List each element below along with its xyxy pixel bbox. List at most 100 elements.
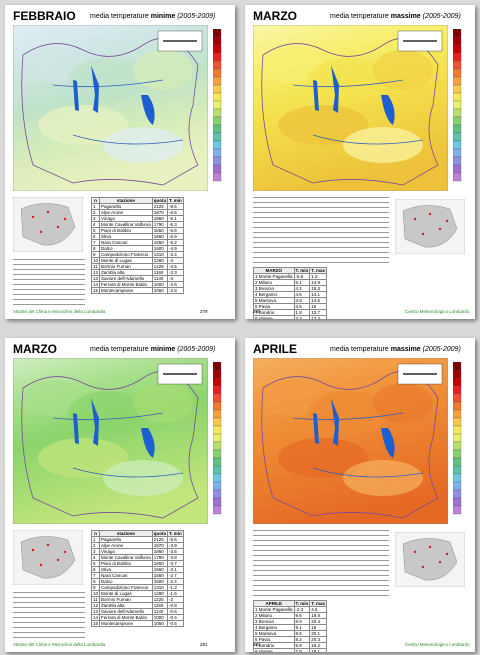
station-dot bbox=[63, 550, 67, 554]
scale-swatch bbox=[213, 164, 222, 174]
lake bbox=[73, 398, 155, 458]
river bbox=[292, 412, 424, 478]
table-row: 15 Montecampione 1050 -2.8 bbox=[90, 287, 184, 294]
station-dot bbox=[445, 552, 449, 556]
scale-swatch bbox=[453, 76, 462, 86]
station-dot bbox=[39, 230, 43, 234]
scale-swatch bbox=[453, 409, 462, 419]
scale-swatch bbox=[453, 441, 462, 451]
scale-swatch bbox=[453, 505, 462, 515]
text-block bbox=[13, 590, 85, 640]
subtitle: media temperature minime (2005-2009) bbox=[90, 13, 215, 20]
scale-swatch bbox=[213, 433, 222, 443]
table-cell: Montecampione bbox=[99, 620, 153, 627]
map-zone bbox=[263, 380, 323, 416]
scale-swatch bbox=[213, 148, 222, 158]
lake bbox=[313, 398, 395, 458]
table-cell: 3.2 bbox=[293, 315, 311, 319]
subtitle-period: (2005-2009) bbox=[177, 346, 216, 353]
scale-swatch bbox=[453, 369, 462, 379]
map-zone bbox=[68, 58, 148, 102]
subtitle-text: media temperature bbox=[90, 346, 149, 353]
page-number: 282 bbox=[253, 642, 261, 647]
table-row: 14 Ferrara di Monte Baldo 1000 -0.4 bbox=[90, 614, 184, 621]
footer: Atlante del Clima e Microclimi della Lom… bbox=[13, 309, 106, 314]
scale-swatch bbox=[453, 401, 462, 411]
table-header: T. min bbox=[166, 530, 184, 537]
river bbox=[52, 412, 184, 478]
inset-region bbox=[20, 203, 76, 246]
scale-swatch bbox=[213, 497, 222, 507]
table-cell: Ferrara di Monte Baldo bbox=[99, 614, 153, 621]
map-zone bbox=[263, 47, 323, 83]
color-scale bbox=[453, 362, 462, 515]
table-cell: Monte Cavallina Valfurva bbox=[99, 554, 153, 561]
subtitle-period: (2005-2009) bbox=[422, 346, 461, 353]
scale-swatch bbox=[453, 385, 462, 395]
border bbox=[261, 370, 439, 519]
scale-swatch bbox=[213, 140, 222, 150]
scale-swatch bbox=[213, 377, 222, 387]
subtitle: media temperature massime (2005-2009) bbox=[330, 13, 461, 20]
table-cell: 1050 bbox=[151, 287, 168, 294]
inset-map bbox=[13, 530, 83, 585]
table-cell: 1 Monte Paganella bbox=[253, 606, 295, 613]
scale-swatch bbox=[213, 124, 222, 134]
subtitle-text: media temperature bbox=[330, 346, 389, 353]
text-block bbox=[13, 257, 85, 307]
map-zone bbox=[103, 127, 183, 163]
scale-swatch bbox=[213, 116, 222, 126]
scale-swatch bbox=[213, 401, 222, 411]
station-dot bbox=[31, 215, 35, 219]
scale-swatch bbox=[453, 457, 462, 467]
table-row: 4 Monte Cavallina Valfurva 1790 -6.3 bbox=[90, 221, 184, 228]
scale-swatch bbox=[213, 409, 222, 419]
scale-swatch bbox=[213, 172, 222, 182]
scale-swatch bbox=[453, 52, 462, 62]
scale-swatch bbox=[453, 417, 462, 427]
text-block bbox=[253, 528, 389, 596]
scale-swatch bbox=[453, 465, 462, 475]
border bbox=[21, 370, 199, 519]
scale-swatch bbox=[453, 489, 462, 499]
scale-swatch bbox=[453, 92, 462, 102]
scale-swatch bbox=[453, 164, 462, 174]
inset-map bbox=[395, 199, 465, 254]
subtitle: media temperature minime (2005-2009) bbox=[90, 346, 215, 353]
station-dot bbox=[413, 550, 417, 554]
page-number: 280 bbox=[253, 309, 261, 314]
scale-swatch bbox=[213, 108, 222, 118]
table-row: 4 Monte Cavallina Valfurva 1790 -3.8 bbox=[90, 554, 184, 561]
table-header: T. max bbox=[309, 600, 328, 607]
header-row: n stazione quota T. min bbox=[90, 530, 184, 537]
river bbox=[52, 79, 184, 145]
subtitle: media temperature massime (2005-2009) bbox=[330, 346, 461, 353]
inset-map bbox=[13, 197, 83, 252]
scale-swatch bbox=[213, 457, 222, 467]
scale-swatch bbox=[453, 140, 462, 150]
inset-region bbox=[402, 538, 458, 581]
table-cell: 8 Varese bbox=[253, 648, 295, 652]
station-dot bbox=[413, 217, 417, 221]
map-zone bbox=[343, 460, 423, 496]
station-dot bbox=[421, 565, 425, 569]
scale-swatch bbox=[453, 425, 462, 435]
scale-swatch bbox=[453, 108, 462, 118]
station-dot bbox=[31, 548, 35, 552]
scale-swatch bbox=[213, 92, 222, 102]
table-header: T. min bbox=[166, 197, 184, 204]
table-cell: 1 Monte Paganella bbox=[253, 273, 295, 280]
station-dot bbox=[63, 217, 67, 221]
map-zone bbox=[38, 105, 128, 145]
scale-swatch bbox=[453, 156, 462, 166]
station-dot bbox=[421, 232, 425, 236]
map-zone bbox=[373, 50, 433, 90]
table-row: 9 Campodolcino Franscio 1310 -3.4 bbox=[90, 251, 184, 258]
table-row: 13 Saviore dell'Adamello 1140 -0.6 bbox=[90, 608, 184, 615]
border bbox=[261, 37, 439, 186]
table-cell: Montecampione bbox=[99, 287, 153, 294]
scale-swatch bbox=[213, 52, 222, 62]
scale-swatch bbox=[453, 100, 462, 110]
page: FEBBRAIO media temperature minime (2005-2… bbox=[5, 5, 235, 319]
map-zone bbox=[23, 380, 83, 416]
